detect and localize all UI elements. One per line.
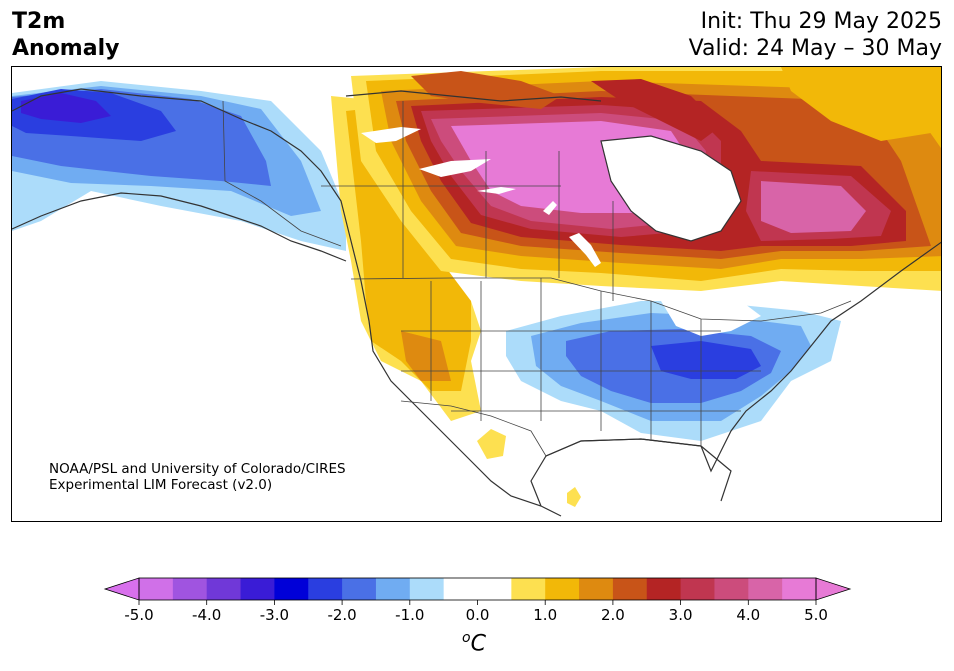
colorbar-bin	[680, 578, 715, 600]
great-lakes	[661, 293, 761, 336]
init-date: Init: Thu 29 May 2025	[700, 9, 942, 34]
border-us-mexico	[400, 400, 547, 457]
warm-blob-central-america	[567, 487, 581, 507]
colorbar-bin	[443, 578, 512, 600]
colorbar-bin	[342, 578, 377, 600]
lake-winnipeg	[569, 233, 601, 267]
colorbar-ticks: -5.0 -4.0 -3.0 -2.0 -1.0 0.0 1.0 2.0 3.0 4.0 5.0	[124, 600, 828, 624]
colorbar-tick-label: 5.0	[804, 606, 828, 624]
gulf-of-mexico	[561, 439, 741, 521]
cold-region-east-core	[651, 341, 761, 379]
colorbar-tick-label: 3.0	[669, 606, 693, 624]
colorbar-bin	[409, 578, 445, 600]
colorbar-tick-label: -1.0	[395, 606, 424, 624]
colorbar-bin	[172, 578, 208, 600]
colorbar-bin	[545, 578, 580, 600]
credit-line-2: Experimental LIM Forecast (v2.0)	[49, 477, 273, 493]
colorbar-tick-label: 0.0	[466, 606, 490, 624]
data-credit: NOAA/PSL and University of Colorado/CIRE…	[49, 461, 346, 493]
colorbar-tick-label: 4.0	[736, 606, 760, 624]
coastline-pacific	[12, 88, 562, 517]
colorbar-bin	[375, 578, 411, 600]
colorbar-tick-label: -3.0	[260, 606, 289, 624]
warm-region-quebec-very-hot	[761, 181, 866, 233]
valid-period: Valid: 24 May – 30 May	[688, 36, 942, 61]
colorbar-bin	[714, 578, 749, 600]
cold-region-alaska-peak	[21, 93, 111, 123]
colorbar-bin	[511, 578, 546, 600]
units-superscript: o	[462, 630, 471, 646]
colorbar-bin	[139, 578, 174, 600]
coastline-hudson	[600, 135, 742, 242]
colorbar-bin	[782, 578, 817, 600]
arctic-islands-hot-2	[591, 79, 721, 141]
great-slave-lake	[419, 159, 491, 177]
colorbar-units: oC	[462, 630, 486, 656]
colorbar-bin	[274, 578, 309, 600]
colorbar-bin	[612, 578, 648, 600]
coastline-arctic	[345, 90, 602, 102]
title-quantity: Anomaly	[12, 36, 120, 61]
map-title: T2m Anomaly	[12, 8, 119, 62]
colorbar-bin	[240, 578, 275, 600]
colorbar-tick-label: 2.0	[601, 606, 625, 624]
colorbar-bins	[139, 578, 817, 600]
border-alaska-canada	[222, 100, 342, 247]
units-base: C	[470, 631, 486, 657]
title-variable: T2m	[12, 9, 66, 34]
colorbar-tick-label: 1.0	[533, 606, 557, 624]
colorbar-bin	[308, 578, 343, 600]
great-bear-lake	[361, 127, 421, 143]
reindeer-lake	[543, 201, 557, 215]
colorbar-tick-label: -5.0	[124, 606, 153, 624]
coastline-alaska-south	[12, 192, 347, 262]
credit-line-1: NOAA/PSL and University of Colorado/CIRE…	[49, 461, 346, 477]
colorbar-bin	[206, 578, 242, 600]
anomaly-map-svg	[12, 67, 941, 521]
greenland-hot	[781, 67, 941, 141]
colorbar-tick-label: -2.0	[327, 606, 356, 624]
colorbar-bin	[579, 578, 614, 600]
colorbar-bin	[748, 578, 783, 600]
coastline-gulf	[545, 438, 732, 502]
forecast-dates: Init: Thu 29 May 2025 Valid: 24 May – 30…	[689, 8, 942, 62]
colorbar-tick-label: -4.0	[192, 606, 221, 624]
anomaly-map	[11, 66, 942, 522]
colorbar-bin	[646, 578, 682, 600]
colorbar-extend-max	[815, 577, 852, 601]
warm-region-west-strong	[401, 331, 451, 381]
warm-blob-mexico	[477, 429, 506, 459]
lake-athabasca	[477, 187, 516, 194]
colorbar-extend-min	[103, 577, 140, 601]
